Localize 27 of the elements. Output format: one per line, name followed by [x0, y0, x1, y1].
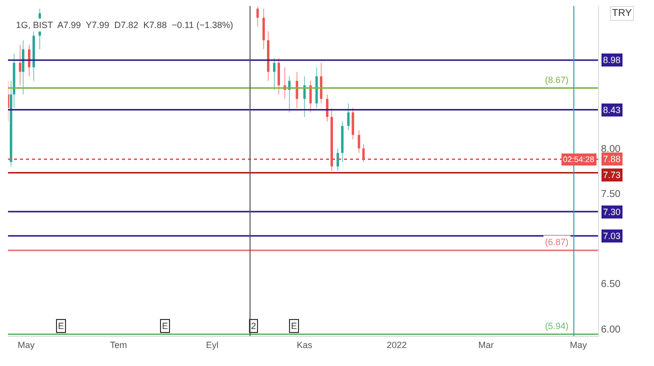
ref-line-label: 7.88: [603, 154, 621, 164]
x-tick-label: Kas: [296, 340, 313, 350]
ref-line-label: (8.67): [545, 75, 569, 85]
annotation: E: [58, 321, 64, 331]
ref-line-label: 8.43: [603, 105, 621, 115]
x-tick-label: May: [570, 340, 588, 350]
y-tick-label: 7.50: [601, 189, 621, 200]
y-axis-title: TRY: [612, 8, 632, 19]
ref-line-label: (6.87): [545, 237, 569, 247]
y-tick-label: 6.00: [601, 324, 621, 336]
ref-line-label: 7.73: [603, 170, 621, 180]
ref-line-label: 7.03: [603, 231, 621, 241]
x-tick-label: 2022: [386, 340, 407, 350]
y-tick-label: 8.00: [601, 144, 621, 155]
annotation: E: [291, 321, 298, 331]
text: 1G, BIST A7.99 Y7.99 D7.82 K7.88 −0.11 (−1.38%): [16, 20, 234, 30]
annotation: E: [162, 321, 168, 331]
annotation: 02:54:28: [563, 155, 595, 164]
ref-line-label: (5.94): [545, 321, 569, 331]
x-tick-label: Tem: [110, 340, 127, 350]
ref-line-label: 7.30: [603, 207, 621, 217]
x-tick-label: Mar: [478, 340, 494, 350]
ref-line-label: 8.98: [603, 55, 621, 65]
y-tick-label: 6.50: [601, 279, 621, 290]
annotation: 2: [251, 321, 256, 331]
x-tick-label: May: [18, 340, 36, 350]
x-tick-label: Eyl: [206, 340, 218, 350]
